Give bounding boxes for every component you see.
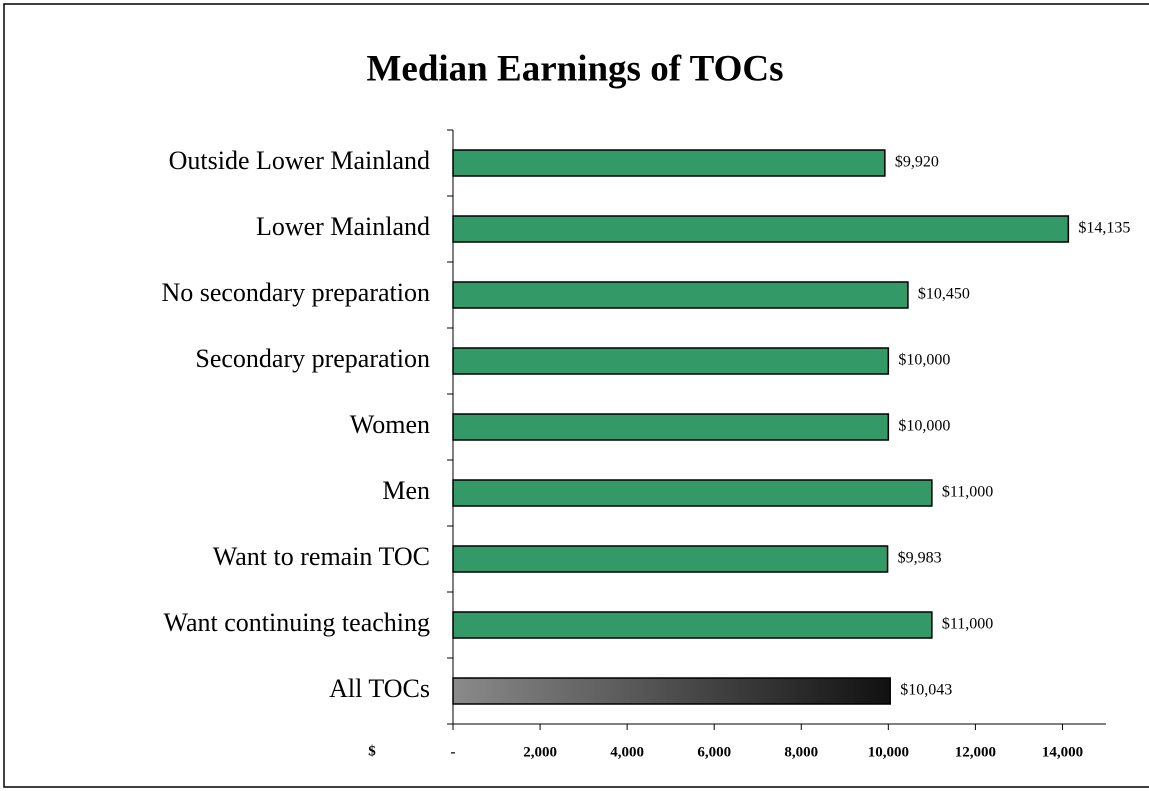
x-tick-label: 14,000 <box>1042 744 1083 760</box>
x-tick-label: 2,000 <box>523 744 557 760</box>
value-label: $11,000 <box>942 616 993 633</box>
x-tick-label: 6,000 <box>697 744 731 760</box>
x-tick-label: - <box>451 744 456 760</box>
bar <box>452 347 890 375</box>
x-tick-label: 8,000 <box>784 744 818 760</box>
y-tick-label: No secondary preparation <box>161 278 430 307</box>
value-label: $10,450 <box>918 286 970 303</box>
y-tick-label: Women <box>350 410 430 439</box>
bar <box>452 281 909 309</box>
value-label: $10,000 <box>898 418 950 435</box>
bar <box>452 215 1070 243</box>
value-label: $11,000 <box>942 484 993 501</box>
chart-frame <box>3 3 1149 788</box>
value-label: $14,135 <box>1078 220 1130 237</box>
x-tick-label: 12,000 <box>955 744 996 760</box>
bar <box>452 545 889 573</box>
y-tick-label: Want continuing teaching <box>164 608 431 637</box>
bar <box>452 413 890 441</box>
bar <box>452 149 886 177</box>
y-tick-label: Want to remain TOC <box>213 542 430 571</box>
y-tick-label: Secondary preparation <box>195 344 430 373</box>
y-tick-label: Lower Mainland <box>256 212 430 241</box>
x-tick-label: 10,000 <box>868 744 909 760</box>
bar <box>452 611 933 639</box>
value-label: $9,920 <box>895 154 939 171</box>
x-axis-label: $ <box>368 743 376 759</box>
value-label: $9,983 <box>898 550 942 567</box>
bar <box>452 479 933 507</box>
bar <box>452 677 891 705</box>
value-label: $10,043 <box>900 682 952 699</box>
y-tick-label: Outside Lower Mainland <box>169 146 430 175</box>
y-tick-label: Men <box>382 476 430 505</box>
value-label: $10,000 <box>898 352 950 369</box>
y-tick-label: All TOCs <box>329 674 430 703</box>
chart-title: Median Earnings of TOCs <box>366 48 783 89</box>
x-tick-label: 4,000 <box>610 744 644 760</box>
